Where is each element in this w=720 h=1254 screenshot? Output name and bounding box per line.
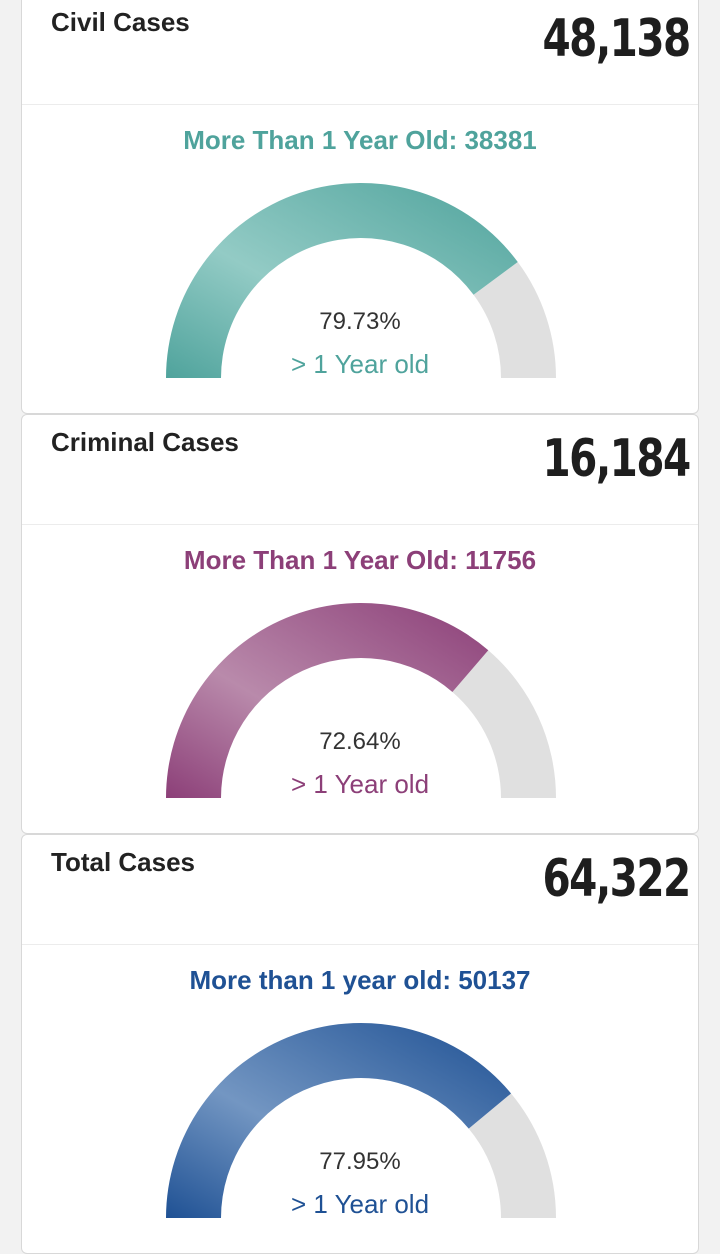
card-value: 16,184 [542,429,692,489]
card-body: More Than 1 Year Old: 11756 72.64% > 1 Y… [22,525,698,830]
card-title: Criminal Cases [51,427,239,457]
gauge-label: > 1 Year old [290,349,430,379]
gauge-chart [166,603,556,798]
gauge-fill [166,603,489,798]
gauge-chart [166,1022,556,1218]
criminal-cases-card: Criminal Cases 16,184 More Than 1 Year O… [21,414,699,834]
gauge-percent: 72.64% [319,728,401,755]
gauge-percent: 77.95% [319,1148,401,1175]
card-header: Total Cases 64,322 [22,835,698,945]
gauge-track [452,650,556,798]
card-body: More than 1 year old: 50137 77.95% > 1 Y… [22,945,698,1250]
gauge-label: > 1 Year old [290,1189,430,1219]
gauge-label: > 1 Year old [290,769,430,799]
card-subtitle: More than 1 year old: 50137 [189,965,531,995]
gauge-track [468,1093,556,1218]
civil-cases-card: Civil Cases 48,138 More Than 1 Year Old:… [21,0,699,414]
gauge-chart [166,182,556,378]
gauge-percent: 79.73% [319,308,401,335]
card-header: Civil Cases 48,138 [22,0,698,105]
card-title: Total Cases [51,847,196,877]
card-header: Criminal Cases 16,184 [22,415,698,525]
gauge-fill [166,182,518,378]
card-subtitle: More Than 1 Year Old: 11756 [183,545,537,575]
gauge-track [473,262,556,378]
card-body: More Than 1 Year Old: 38381 79.73% > 1 Y… [22,105,698,410]
card-title: Civil Cases [51,7,190,37]
total-cases-card: Total Cases 64,322 More than 1 year old:… [21,834,699,1254]
card-value: 48,138 [542,9,692,69]
card-value: 64,322 [542,849,692,909]
gauge-fill [166,1022,512,1218]
card-subtitle: More Than 1 Year Old: 38381 [183,125,537,155]
